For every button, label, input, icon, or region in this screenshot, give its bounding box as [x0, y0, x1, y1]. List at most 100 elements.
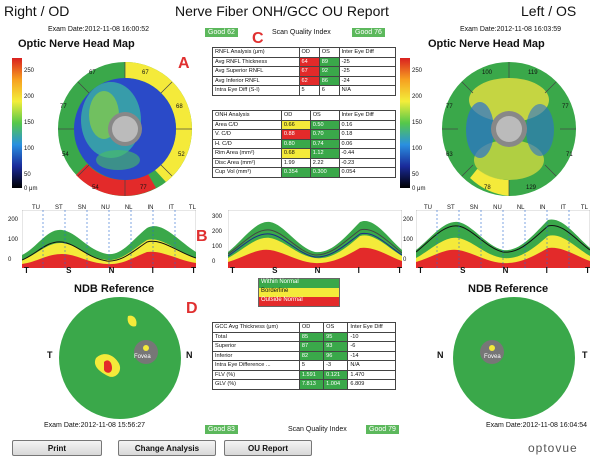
os-ndb-temporal: T	[582, 350, 588, 360]
sector-label: SN	[469, 205, 479, 211]
change-analysis-button[interactable]: Change Analysis	[118, 440, 216, 456]
table-cell: 1.591	[298, 369, 325, 380]
axis-label: N	[108, 266, 115, 275]
table-cell: Total	[212, 331, 300, 342]
table-cell: 96	[323, 350, 349, 361]
axis-tick: 0	[403, 257, 407, 263]
quality-label-top: Scan Quality Index	[272, 29, 331, 36]
os-sector-value: 71	[566, 152, 573, 158]
table-cell: 0.300	[309, 167, 340, 178]
table-cell: 1.470	[347, 369, 396, 380]
table-header: OS	[318, 47, 340, 58]
od-onh-title: Optic Nerve Head Map	[18, 38, 135, 50]
callout-d: D	[186, 300, 198, 317]
axis-label: N	[502, 266, 509, 275]
table-cell: Avg RNFL Thickness	[212, 56, 300, 67]
axis-tick: 100	[403, 237, 414, 243]
table-row: Rim Area (mm²) 0.68 1.12 -0.44	[212, 148, 396, 159]
table-cell: GLV (%)	[212, 379, 300, 390]
os-quality-badge-bottom: Good 79	[366, 425, 399, 434]
callout-b: B	[196, 228, 208, 245]
sector-label: IN	[147, 205, 154, 211]
table-cell: 86	[318, 75, 340, 86]
table-cell: 95	[323, 331, 349, 342]
sector-label: IT	[560, 205, 566, 211]
os-sector-value: 119	[528, 70, 538, 76]
sector-label: IT	[168, 205, 174, 211]
os-ring-borderline	[470, 168, 509, 196]
legend-borderline: Borderline	[259, 288, 339, 297]
table-row: Intra Eye Difference ... 5 -3 N/A	[212, 360, 396, 371]
od-sector-value: 77	[140, 185, 147, 191]
table-header: Inter Eye Diff	[338, 110, 396, 121]
sector-label: NL	[124, 205, 133, 211]
table-cell: 7.813	[298, 379, 325, 390]
table-cell: Intra Eye Diff (S-I)	[212, 85, 300, 96]
table-header-row: ONH Analysis OD OS Inter Eye Diff	[212, 110, 396, 121]
scale-label: 250	[24, 68, 35, 74]
os-header: Left / OS	[521, 3, 577, 19]
table-cell: 0.054	[338, 167, 396, 178]
ou-tsnit-axis: T S N I T	[230, 266, 402, 275]
os-color-scale	[400, 58, 410, 188]
callout-a: A	[178, 55, 190, 72]
table-cell: 82	[298, 350, 325, 361]
table-row: Total 85 95 -10	[212, 331, 396, 342]
table-cell: 1.12	[309, 148, 340, 159]
table-header: OS	[323, 322, 349, 333]
table-cell: Cup Vol (mm³)	[212, 167, 282, 178]
os-exam-date-top: Exam Date:2012-11-08 16:03:59	[460, 26, 562, 33]
os-tsnit-sector-labels: TU ST SN NU NL IN IT TL	[424, 205, 588, 211]
onh-table: ONH Analysis OD OS Inter Eye Diff Area C…	[212, 110, 396, 178]
os-fovea-region	[480, 340, 504, 364]
table-cell: 0.88	[280, 129, 311, 140]
od-color-scale	[12, 58, 22, 188]
os-sector-value: 77	[562, 104, 569, 110]
axis-tick: 0	[212, 259, 216, 265]
gcc-table: GCC Avg Thickness (μm) OD OS Inter Eye D…	[212, 322, 396, 390]
axis-label: I	[151, 266, 154, 275]
table-header: OD	[280, 110, 311, 121]
od-tsnit-plot	[21, 209, 197, 269]
od-ndb-nasal: N	[186, 350, 193, 360]
sector-label: ST	[447, 205, 455, 211]
os-onh-title: Optic Nerve Head Map	[428, 38, 545, 50]
od-sector-value: 68	[176, 104, 183, 110]
os-ndb-map	[453, 297, 575, 419]
od-tsnit-axis: T S N I T	[24, 266, 196, 275]
table-header: Inter Eye Diff	[338, 47, 397, 58]
ou-report-button[interactable]: OU Report	[224, 440, 312, 456]
sector-label: NU	[101, 205, 110, 211]
table-cell: 0.80	[280, 138, 311, 149]
table-cell: -0.44	[338, 148, 396, 159]
axis-label: S	[66, 266, 72, 275]
table-cell: H. C/D	[212, 138, 282, 149]
table-row: Disc Area (mm²) 1.99 2.22 -0.23	[212, 157, 396, 168]
od-sector-value: 52	[178, 152, 185, 158]
print-button[interactable]: Print	[12, 440, 102, 456]
od-fovea-label: Fovea	[134, 354, 151, 360]
axis-tick: 200	[212, 229, 223, 235]
od-exam-date-bottom: Exam Date:2012-11-08 15:56:27	[44, 422, 146, 429]
axis-label: T	[418, 266, 423, 275]
table-cell: 0.66	[280, 119, 311, 130]
table-cell: 0.68	[280, 148, 311, 159]
axis-label: S	[272, 266, 278, 275]
table-cell: FLV (%)	[212, 369, 300, 380]
axis-tick: 100	[8, 237, 19, 243]
callout-c: C	[252, 30, 264, 47]
scale-label: 150	[412, 120, 423, 126]
od-outside-region	[104, 360, 112, 373]
scale-label: 250	[412, 68, 423, 74]
table-cell: Intra Eye Difference ...	[212, 360, 300, 371]
od-quality-badge-bottom: Good 83	[205, 425, 238, 434]
report-title: Nerve Fiber ONH/GCC OU Report	[175, 3, 389, 19]
axis-label: T	[191, 266, 196, 275]
od-ndb-map	[59, 297, 181, 419]
axis-label: T	[397, 266, 402, 275]
table-cell: Disc Area (mm²)	[212, 157, 282, 168]
table-header: GCC Avg Thickness (μm)	[212, 322, 300, 333]
os-tsnit-plot	[415, 209, 591, 269]
axis-label: T	[230, 266, 235, 275]
table-cell: 5	[298, 360, 325, 371]
